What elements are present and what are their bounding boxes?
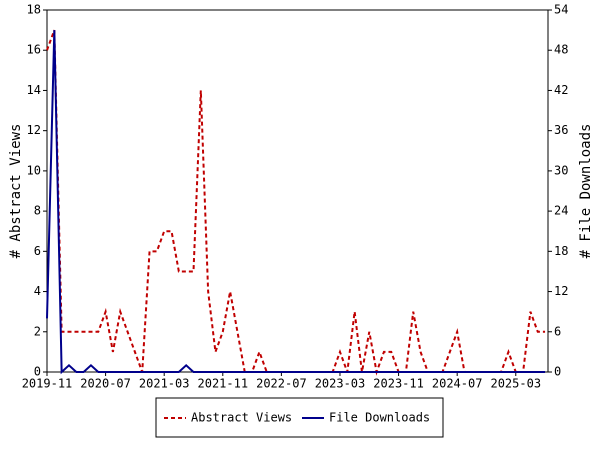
y2-tick-label: 30 [554,163,568,177]
series-line [46,30,546,375]
y-tick-label: 18 [27,3,41,17]
x-tick-label: 2024-07 [432,377,483,391]
y-tick-label: 14 [27,83,41,97]
y-axis-label: # Abstract Views [8,124,24,259]
y-tick-label: 2 [34,324,41,338]
y2-tick-label: 24 [554,204,568,218]
y-tick-label: 0 [34,365,41,379]
x-tick-label: 2023-03 [315,377,366,391]
y2-tick-label: 42 [554,83,568,97]
series-line [46,29,546,376]
y2-tick-label: 0 [554,365,561,379]
y-tick-label: 10 [27,163,41,177]
legend [155,397,444,438]
y-tick-label: 16 [27,43,41,57]
y-tick-label: 6 [34,244,41,258]
x-tick-label: 2021-11 [198,377,249,391]
y-tick-label: 8 [34,204,41,218]
y2-tick-label: 54 [554,3,568,17]
x-tick-label: 2022-07 [256,377,307,391]
y2-tick-label: 36 [554,123,568,137]
x-tick-label: 2019-11 [22,377,73,391]
legend-label: Abstract Views [191,411,292,425]
y-tick-label: 12 [27,123,41,137]
x-tick-label: 2023-11 [373,377,424,391]
y2-tick-label: 48 [554,43,568,57]
y2-axis-label: # File Downloads [578,124,594,259]
x-tick-label: 2021-03 [139,377,190,391]
y2-tick-label: 12 [554,284,568,298]
legend-label: File Downloads [329,411,430,425]
y-tick-label: 4 [34,284,41,298]
x-tick-label: 2020-07 [80,377,131,391]
y2-tick-label: 18 [554,244,568,258]
x-tick-label: 2025-03 [490,377,541,391]
y2-tick-label: 6 [554,324,561,338]
